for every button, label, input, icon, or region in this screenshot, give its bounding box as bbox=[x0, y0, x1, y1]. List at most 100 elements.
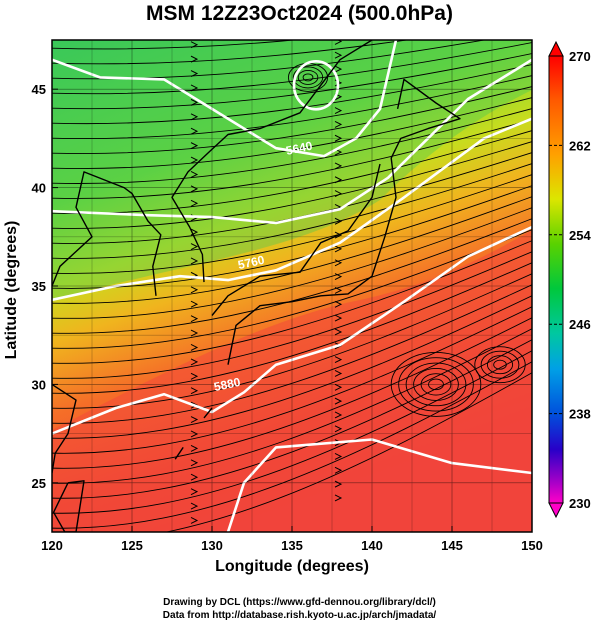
streamline-arrow bbox=[334, 356, 343, 364]
streamline-arrow bbox=[190, 127, 199, 135]
coastline-segment bbox=[171, 40, 373, 283]
vortex-streamline bbox=[302, 73, 314, 82]
streamline-arrow bbox=[334, 217, 343, 225]
streamline-arrow bbox=[334, 162, 343, 170]
x-tick-label: 145 bbox=[441, 538, 463, 553]
streamline bbox=[52, 295, 532, 439]
streamline-arrow bbox=[334, 369, 343, 377]
streamline bbox=[52, 229, 532, 349]
coastline-segment bbox=[203, 407, 213, 419]
streamline bbox=[52, 163, 532, 259]
streamline-arrow bbox=[334, 425, 343, 433]
vortex-streamline bbox=[474, 346, 526, 384]
streamline-arrow bbox=[190, 113, 199, 121]
streamline-arrow bbox=[334, 411, 343, 419]
colorbar-tick-label: 262 bbox=[569, 138, 591, 153]
streamline-arrow bbox=[190, 416, 199, 424]
vortex-streamline bbox=[493, 359, 507, 370]
x-tick-label: 150 bbox=[521, 538, 543, 553]
streamline bbox=[52, 75, 532, 140]
streamline bbox=[52, 174, 532, 274]
streamline bbox=[52, 42, 532, 95]
x-axis: 120 125 130 135 140 145 150 bbox=[41, 526, 543, 553]
y-tick-label: 40 bbox=[32, 181, 46, 196]
streamline-arrow bbox=[334, 245, 343, 253]
streamline bbox=[52, 262, 532, 394]
streamline bbox=[52, 196, 532, 304]
streamline bbox=[52, 284, 532, 424]
contour-line bbox=[52, 225, 532, 435]
credit-data: Data from http://database.rish.kyoto-u.a… bbox=[162, 610, 437, 621]
contour-line bbox=[52, 58, 532, 225]
streamline-arrow bbox=[334, 259, 343, 267]
streamline-arrow bbox=[190, 286, 199, 294]
streamline-arrow bbox=[190, 142, 199, 150]
contour-line bbox=[226, 438, 532, 532]
colorbar-tick-label: 238 bbox=[569, 407, 591, 422]
contour-label: 5880 bbox=[213, 375, 242, 394]
x-tick-label: 125 bbox=[121, 538, 143, 553]
streamline-arrow bbox=[334, 51, 343, 59]
colorbar-tick-label: 230 bbox=[569, 496, 591, 511]
vortex-streamline bbox=[486, 355, 514, 375]
vortex-streamline bbox=[297, 69, 319, 85]
contour-label: 5640 bbox=[285, 139, 314, 158]
streamline-arrow bbox=[190, 41, 199, 49]
colorbar: 270 262 254 246 238 230 bbox=[548, 40, 591, 519]
streamline-arrow bbox=[334, 300, 343, 308]
streamline bbox=[52, 273, 532, 409]
streamline-arrow bbox=[190, 171, 199, 178]
streamline bbox=[52, 40, 299, 50]
streamline-arrow bbox=[334, 286, 343, 294]
colorbar-tick-label: 254 bbox=[569, 228, 591, 243]
streamline-arrow bbox=[190, 156, 199, 164]
streamline-arrow bbox=[190, 185, 199, 193]
streamline-arrow bbox=[190, 444, 199, 452]
streamline-arrow bbox=[190, 329, 199, 337]
streamline bbox=[52, 306, 532, 454]
streamline-arrow bbox=[190, 84, 199, 92]
y-tick-label: 35 bbox=[32, 279, 46, 294]
map-title: MSM 12Z23Oct2024 (500.0hPa) bbox=[146, 2, 453, 25]
coastline-segment bbox=[52, 480, 85, 532]
streamline-arrow bbox=[334, 231, 343, 239]
streamline-arrow bbox=[190, 98, 199, 106]
streamline-arrow bbox=[190, 372, 199, 380]
streamline bbox=[52, 40, 411, 65]
streamline-arrow bbox=[334, 120, 343, 128]
contour-line bbox=[52, 117, 532, 302]
streamline-arrow bbox=[190, 257, 199, 265]
streamline-arrow bbox=[334, 494, 343, 502]
streamline-arrow bbox=[334, 190, 343, 198]
x-tick-label: 140 bbox=[361, 538, 383, 553]
streamline bbox=[52, 53, 532, 110]
x-tick-label: 120 bbox=[41, 538, 63, 553]
streamline-arrow bbox=[190, 459, 199, 467]
x-axis-label: Longitude (degrees) bbox=[215, 558, 369, 575]
streamline-arrow bbox=[190, 70, 199, 77]
streamline-arrow bbox=[334, 480, 343, 488]
coastline-segment bbox=[52, 383, 77, 474]
streamline bbox=[52, 97, 532, 169]
streamline-arrow bbox=[190, 199, 199, 207]
vortex-streamline bbox=[292, 66, 324, 89]
contour-label: 5760 bbox=[237, 253, 266, 272]
streamline-arrow bbox=[190, 488, 199, 496]
y-axis-label: Latitude (degrees) bbox=[3, 220, 20, 360]
streamline-arrow bbox=[334, 40, 343, 45]
coastline-segment bbox=[174, 447, 184, 460]
streamline-arrow bbox=[334, 397, 343, 405]
streamline-arrow bbox=[334, 65, 343, 73]
streamline-arrow bbox=[190, 387, 199, 395]
y-tick-label: 30 bbox=[32, 377, 46, 392]
streamline bbox=[52, 119, 532, 199]
streamline-arrow bbox=[190, 517, 199, 524]
grid-lines bbox=[52, 40, 532, 532]
colorbar-bottom-arrow bbox=[548, 502, 564, 519]
streamline-arrow bbox=[334, 453, 343, 460]
streamline-arrow bbox=[334, 466, 343, 474]
streamline bbox=[52, 317, 532, 469]
streamline-arrow bbox=[334, 383, 343, 391]
coastline-segment bbox=[211, 163, 381, 316]
x-tick-label: 135 bbox=[281, 538, 303, 553]
